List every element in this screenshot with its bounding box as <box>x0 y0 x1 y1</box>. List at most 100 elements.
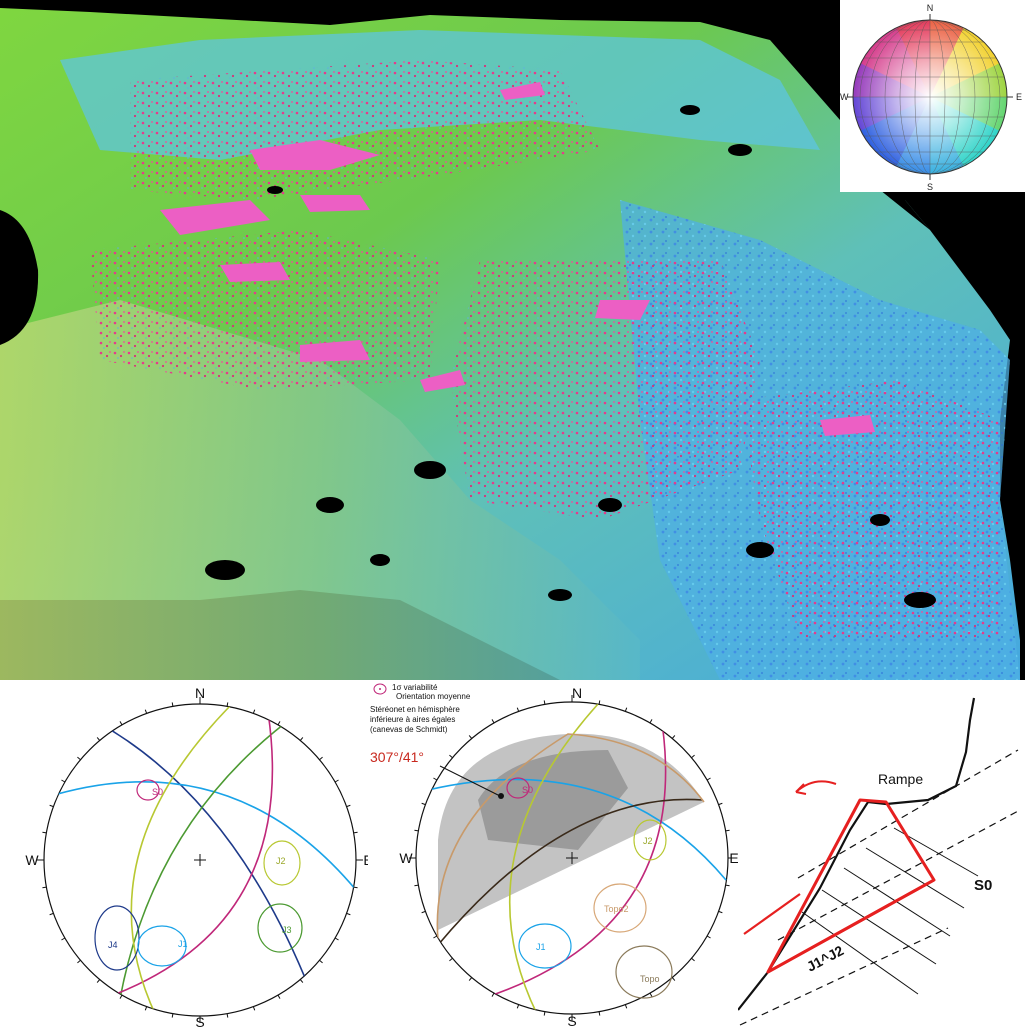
stereonet-right-ticks <box>409 695 735 1021</box>
j1-cone-right <box>518 923 572 969</box>
label-topo2: Topo2 <box>604 904 629 914</box>
perimeter-tick <box>468 735 473 739</box>
perimeter-tick <box>725 884 730 887</box>
perimeter-tick <box>691 957 695 962</box>
stereonet-left: N S W E S0 J2 J3 J4 J1 <box>0 680 380 1030</box>
perimeter-tick <box>624 1004 628 1009</box>
legend-color-wheel <box>853 20 1007 174</box>
perimeter-tick <box>299 979 304 983</box>
legend-mean-symbol <box>379 688 381 690</box>
perimeter-tick <box>718 802 723 806</box>
perimeter-tick <box>77 756 81 761</box>
perimeter-tick <box>226 1013 229 1018</box>
perimeter-tick <box>433 935 438 939</box>
scan-magenta-zone-4 <box>740 380 1000 640</box>
perimeter-tick <box>119 721 123 726</box>
perimeter-tick <box>543 700 546 705</box>
great-circle-s0-right <box>477 709 667 1001</box>
perimeter-tick <box>706 935 711 939</box>
perimeter-tick <box>516 1004 520 1009</box>
label-j1-left: J1 <box>178 939 188 949</box>
perimeter-tick <box>414 884 419 887</box>
perimeter-tick <box>346 912 351 916</box>
s0-cone <box>136 779 160 801</box>
stereonet-right: N S W E 1σ variabilité Orientation moyen… <box>368 680 738 1030</box>
label-s0-right: S0 <box>522 785 533 795</box>
perimeter-tick <box>96 979 101 983</box>
legend-cardinal-ticks <box>847 14 1013 180</box>
perimeter-tick <box>421 802 426 806</box>
perimeter-tick <box>334 937 339 941</box>
topo2-cone <box>593 883 647 933</box>
perimeter-tick <box>353 831 358 834</box>
label-topo: Topo <box>640 974 660 984</box>
perimeter-tick <box>449 957 453 962</box>
legend-east-label: E <box>1016 92 1022 102</box>
perimeter-tick <box>516 707 520 712</box>
stereonet-right-north: N <box>572 685 582 701</box>
label-j4-left: J4 <box>108 940 118 950</box>
stereonet-left-south: S <box>195 1014 204 1030</box>
scan-magenta-zone-3 <box>450 260 760 520</box>
perimeter-tick <box>449 754 453 759</box>
scan-magenta-zone-2 <box>90 230 440 390</box>
perimeter-tick <box>725 829 730 832</box>
legend-description-2: inférieure à aires égales <box>370 715 455 724</box>
perimeter-tick <box>468 977 473 981</box>
label-j1-right: J1 <box>536 942 546 952</box>
stereonet-left-ticks <box>37 697 363 1023</box>
perimeter-tick <box>718 910 723 914</box>
perimeter-tick <box>96 737 101 741</box>
perimeter-tick <box>42 831 47 834</box>
j3-cone <box>257 903 303 953</box>
perimeter-tick <box>77 959 81 964</box>
stereonet-left-west: W <box>25 852 39 868</box>
stereonet-right-east: E <box>729 850 738 866</box>
topo-cone <box>615 945 673 999</box>
perimeter-tick <box>421 910 426 914</box>
perimeter-tick <box>226 702 229 707</box>
perimeter-tick <box>171 702 174 707</box>
scan-magenta-zone-1 <box>130 60 600 200</box>
orientation-leader <box>439 765 501 797</box>
perimeter-tick <box>414 829 419 832</box>
shaded-region-dark <box>478 750 628 850</box>
legend-mean: Orientation moyenne <box>396 692 471 701</box>
bottom-panels: N S W E S0 J2 J3 J4 J1 <box>0 680 1025 1030</box>
perimeter-tick <box>598 1011 601 1016</box>
s0-cone-right <box>506 777 530 799</box>
great-circle-topo <box>436 733 705 941</box>
great-circle-j2 <box>130 705 231 1016</box>
perimeter-tick <box>119 994 123 999</box>
label-rampe: Rampe <box>878 771 923 787</box>
legend-description-3: (canevas de Schmidt) <box>370 725 448 734</box>
scan-bedding-slabs <box>160 82 875 436</box>
j1-cone <box>137 925 187 967</box>
ramp-red-extension <box>743 893 801 935</box>
stereonet-right-outline <box>415 701 729 1015</box>
perimeter-tick <box>671 977 676 981</box>
ramp-diagram: Rampe S0 J1^J2 <box>738 680 1025 1030</box>
legend-west-label: W <box>840 92 849 102</box>
great-circle-j4 <box>85 715 311 991</box>
perimeter-tick <box>491 719 495 724</box>
legend-south-label: S <box>927 182 933 192</box>
perimeter-tick <box>598 700 601 705</box>
great-circle-j3 <box>117 711 301 1011</box>
perimeter-tick <box>42 886 47 889</box>
perimeter-tick <box>319 756 323 761</box>
perimeter-tick <box>671 735 676 739</box>
j4-cone <box>94 905 140 971</box>
perimeter-tick <box>491 992 495 997</box>
stereonet-left-outline <box>43 703 357 1017</box>
perimeter-tick <box>252 709 256 714</box>
orientation-point <box>498 793 504 799</box>
stereonet-right-west: W <box>399 850 413 866</box>
great-circle-orientation <box>437 798 704 946</box>
great-circle-j2-right <box>508 703 599 1014</box>
perimeter-tick <box>61 937 66 941</box>
label-j2-left: J2 <box>276 856 286 866</box>
perimeter-tick <box>319 959 323 964</box>
perimeter-tick <box>49 912 54 916</box>
ramp-dashed-lines <box>739 749 1021 1026</box>
